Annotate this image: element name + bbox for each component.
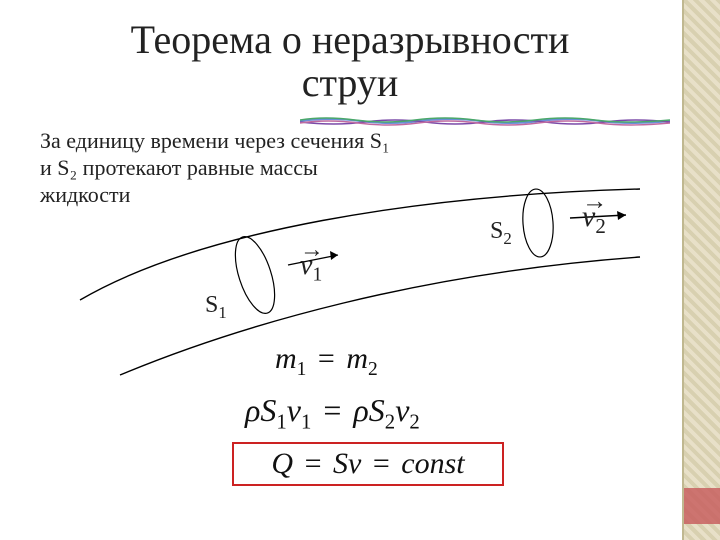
title-underline xyxy=(300,116,670,126)
title-line2: струи xyxy=(302,60,399,105)
equation-m1-eq-m2: m1 = m2 xyxy=(275,342,378,381)
tube-top-curve xyxy=(80,189,640,300)
s1-cross-section xyxy=(227,232,282,318)
page-title: Теорема о неразрывности струи xyxy=(0,18,700,104)
title-line1: Теорема о неразрывности xyxy=(131,17,570,62)
s2-cross-section xyxy=(521,188,556,258)
equation-continuity: Q = Sv = const xyxy=(271,447,464,481)
label-v2: →v2 xyxy=(582,200,606,239)
tube-bottom-curve xyxy=(120,257,640,375)
label-v1: →v1 xyxy=(300,250,322,287)
equation-continuity-box: Q = Sv = const xyxy=(232,442,504,486)
label-s2: S2 xyxy=(490,218,512,249)
side-decor-square xyxy=(684,488,720,524)
equation-rhoSv: ρS1v1 = ρS2v2 xyxy=(245,392,420,434)
label-s1: S1 xyxy=(205,292,227,323)
